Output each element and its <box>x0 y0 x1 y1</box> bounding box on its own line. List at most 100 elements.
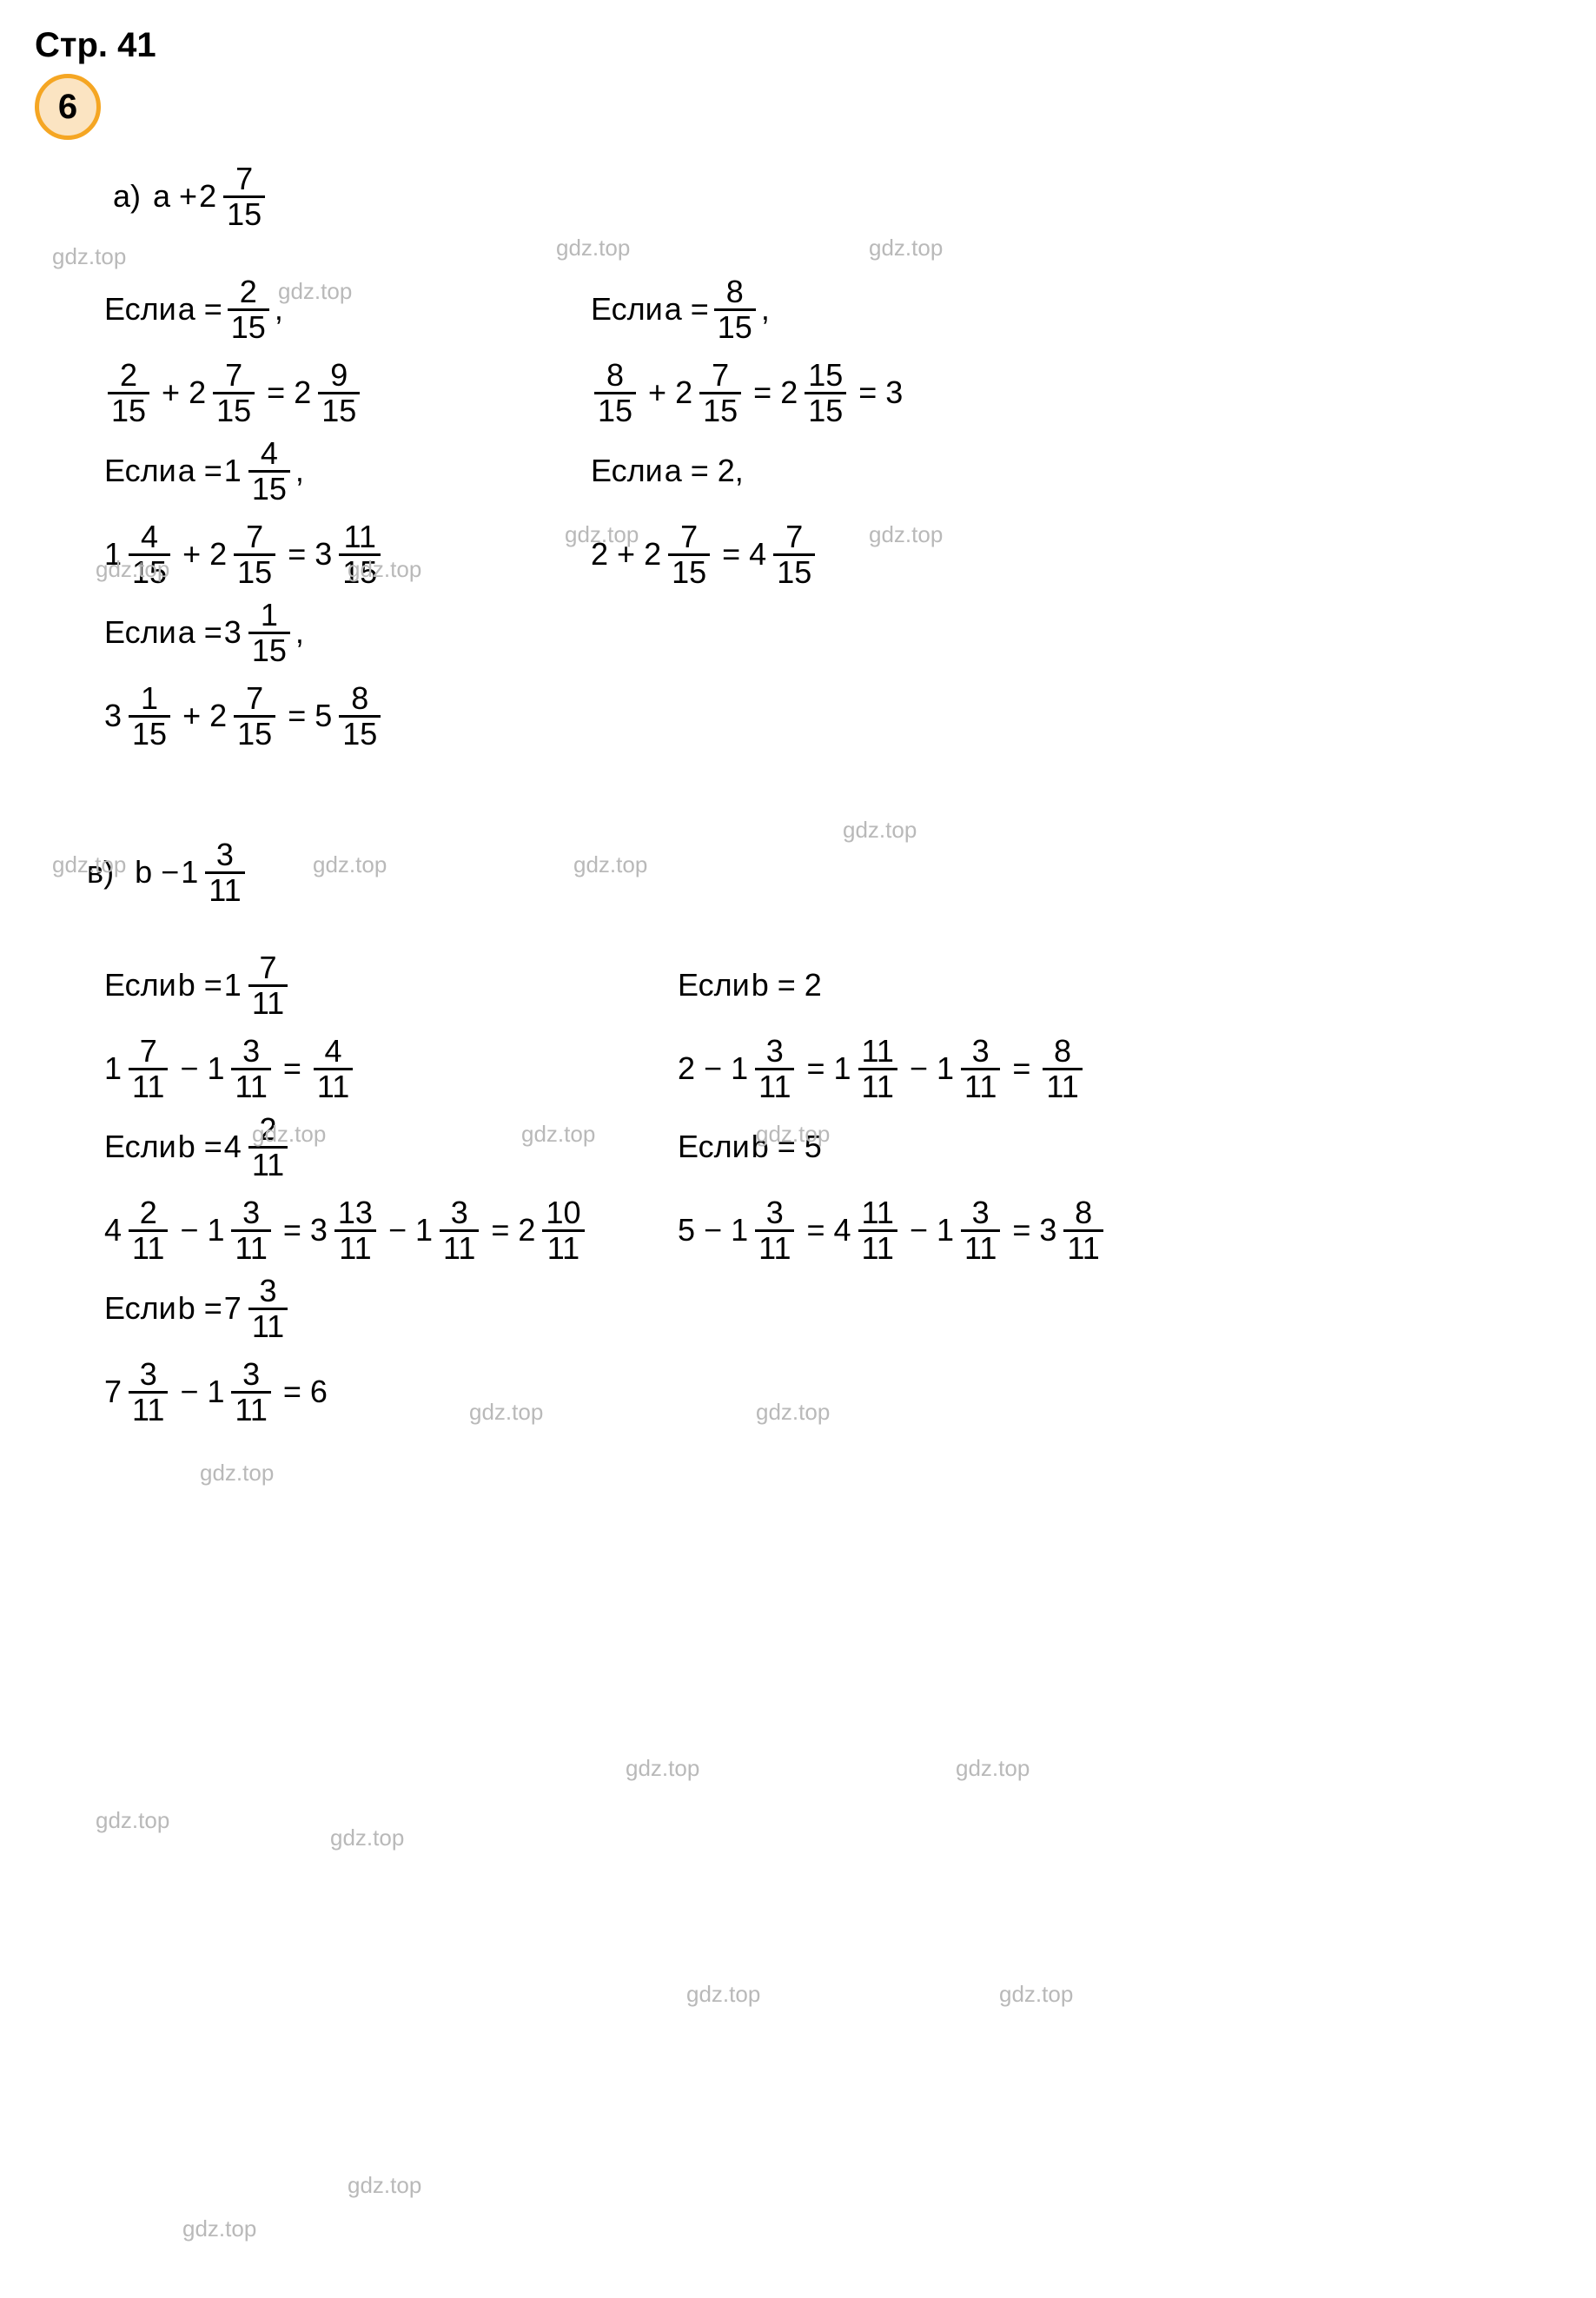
whole: 2 <box>518 1212 535 1248</box>
condition-line: Если a = 3115, <box>104 593 556 672</box>
mixed-number: 41111 <box>834 1196 901 1265</box>
denominator: 11 <box>1043 1070 1082 1103</box>
part-b: в) b − 1 3 11 Если b = 17111711−1311=411… <box>35 833 1561 1431</box>
numerator: 2 <box>236 275 261 308</box>
operator: = <box>806 1212 824 1248</box>
if-word: Если <box>678 967 750 1003</box>
operator: = <box>288 698 306 734</box>
whole: 4 <box>834 1212 851 1248</box>
fraction: 1011 <box>542 1196 584 1265</box>
calc-line: 2+2715=4715 <box>591 515 1199 593</box>
denominator: 15 <box>228 311 269 344</box>
numerator: 3 <box>447 1196 472 1229</box>
denominator: 15 <box>108 394 149 427</box>
numerator: 3 <box>763 1196 787 1229</box>
operator: + <box>617 536 635 573</box>
operator: = <box>858 374 877 411</box>
part-a-header: a) a + 2 7 15 <box>113 157 1561 235</box>
case-block: Если b = 22−1311=11111−1311=811 <box>678 946 1355 1108</box>
fraction: 3 11 <box>205 838 244 907</box>
denominator: 15 <box>714 311 756 344</box>
whole: 4 <box>749 536 766 573</box>
numerator: 2 <box>136 1196 161 1229</box>
operator: = <box>806 1050 824 1087</box>
part-b-header: в) b − 1 3 11 <box>87 833 1561 911</box>
calc-line: 1711−1311=411 <box>104 1030 643 1108</box>
condition-line: Если b = 1711 <box>104 946 643 1024</box>
denominator: 11 <box>231 1232 270 1265</box>
mixed-number: 1415 <box>104 520 174 589</box>
denominator: 11 <box>440 1232 479 1265</box>
numerator: 11 <box>858 1035 897 1068</box>
mixed-number: 31115 <box>315 520 384 589</box>
whole: 2 <box>199 178 216 215</box>
numerator: 4 <box>321 1035 346 1068</box>
operator: = <box>722 536 740 573</box>
whole: 1 <box>834 1050 851 1087</box>
calc-line: 815+2715=21515=3 <box>591 354 1199 432</box>
part-b-label: в) <box>87 854 114 891</box>
numerator: 3 <box>763 1035 787 1068</box>
numerator: 3 <box>136 1358 161 1391</box>
numerator: 8 <box>348 682 372 715</box>
operator: − <box>180 1374 198 1410</box>
numerator: 8 <box>1050 1035 1075 1068</box>
denominator: 11 <box>544 1232 583 1265</box>
operator: − <box>704 1050 722 1087</box>
case-row: Если a = 215,215+2715=2915Если a = 815,8… <box>35 270 1561 432</box>
case-block: Если b = 73117311−1311=6 <box>104 1269 643 1431</box>
whole: 5 <box>315 698 332 734</box>
numerator: 4 <box>257 437 281 470</box>
cond-prefix: a = <box>178 453 222 489</box>
mixed-number: 7311 <box>104 1358 171 1427</box>
fraction: 215 <box>228 275 269 344</box>
numerator: 7 <box>222 359 246 392</box>
denominator: 11 <box>755 1232 794 1265</box>
operator: = <box>288 536 306 573</box>
mixed-number: 1311 <box>207 1196 274 1265</box>
cond-prefix: b = 2 <box>752 967 822 1003</box>
numerator: 7 <box>782 520 806 553</box>
mixed-number: 2715 <box>644 520 713 589</box>
fraction: 1111 <box>858 1035 897 1103</box>
numerator: 7 <box>136 1035 161 1068</box>
calc-line: 7311−1311=6 <box>104 1353 643 1431</box>
calc-line: 1415+2715=31115 <box>104 515 556 593</box>
case-block: Если b = 17111711−1311=411 <box>104 946 643 1108</box>
denominator: 15 <box>234 718 275 751</box>
whole: 1 <box>731 1050 748 1087</box>
cond-prefix: b = <box>178 967 222 1003</box>
whole: 2 <box>189 374 206 411</box>
fraction: 311 <box>961 1196 1000 1265</box>
if-word: Если <box>104 1129 176 1165</box>
whole: 3 <box>315 536 332 573</box>
operator: − <box>180 1050 198 1087</box>
denominator: 15 <box>248 634 290 667</box>
numerator: 1 <box>137 682 162 715</box>
whole: 4 <box>224 1129 242 1165</box>
operator: = <box>491 1212 509 1248</box>
operator: + <box>648 374 666 411</box>
case-row: Если b = 42114211−1311=31311−1311=21011Е… <box>35 1108 1561 1269</box>
whole: 7 <box>104 1374 122 1410</box>
denominator: 15 <box>223 198 265 231</box>
denominator: 11 <box>248 1310 288 1343</box>
operator: = <box>283 1374 301 1410</box>
whole: 1 <box>731 1212 748 1248</box>
cond-prefix: a = 2, <box>665 453 744 489</box>
if-word: Если <box>104 1290 176 1327</box>
case-block: Если b = 42114211−1311=31311−1311=21011 <box>104 1108 643 1269</box>
operator: = <box>267 374 285 411</box>
mixed-number: 21515 <box>780 359 850 427</box>
mixed-number: 1311 <box>937 1196 1003 1265</box>
denominator: 11 <box>755 1070 794 1103</box>
numerator: 3 <box>239 1196 263 1229</box>
cond-suffix: , <box>761 291 770 328</box>
numerator: 9 <box>327 359 351 392</box>
cond-suffix: , <box>275 291 283 328</box>
mixed-number: 2715 <box>209 520 279 589</box>
exercise-badge: 6 <box>35 74 101 140</box>
denominator: 11 <box>129 1070 168 1103</box>
fraction: 1115 <box>339 520 381 589</box>
fraction: 415 <box>248 437 290 506</box>
